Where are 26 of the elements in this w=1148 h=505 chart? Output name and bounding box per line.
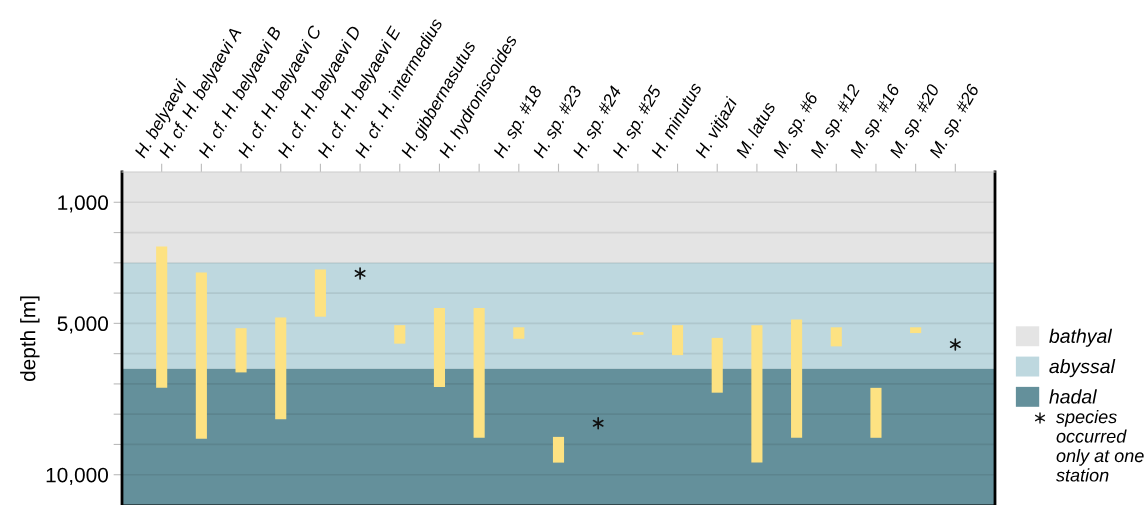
band-label: hadal: [1049, 389, 1097, 404]
legend-label: bathyal: [1049, 328, 1113, 347]
bar: [751, 325, 763, 463]
bar: [711, 337, 723, 393]
y-tick-label: 10,000: [46, 467, 108, 485]
bar: [195, 272, 207, 439]
bar: [394, 325, 406, 344]
bar: [513, 327, 525, 339]
bar: [910, 327, 922, 334]
y-axis-title: depth [m]: [20, 296, 40, 382]
bar: [275, 317, 287, 420]
bar: [632, 332, 644, 335]
bar: [314, 269, 326, 317]
bar: [156, 246, 168, 388]
y-tick-label: 1,000: [58, 195, 108, 213]
bar: [791, 319, 803, 438]
bar: [870, 387, 882, 438]
bar: [830, 327, 842, 347]
legend-label: species occurred only at one station: [1056, 410, 1144, 482]
bar: [552, 436, 565, 463]
bar: [473, 307, 485, 438]
bar: [671, 325, 684, 356]
bar: [433, 307, 446, 387]
band-label: abyssal: [1049, 359, 1116, 378]
y-tick-label: 5,000: [57, 316, 108, 334]
bar: [235, 328, 247, 373]
